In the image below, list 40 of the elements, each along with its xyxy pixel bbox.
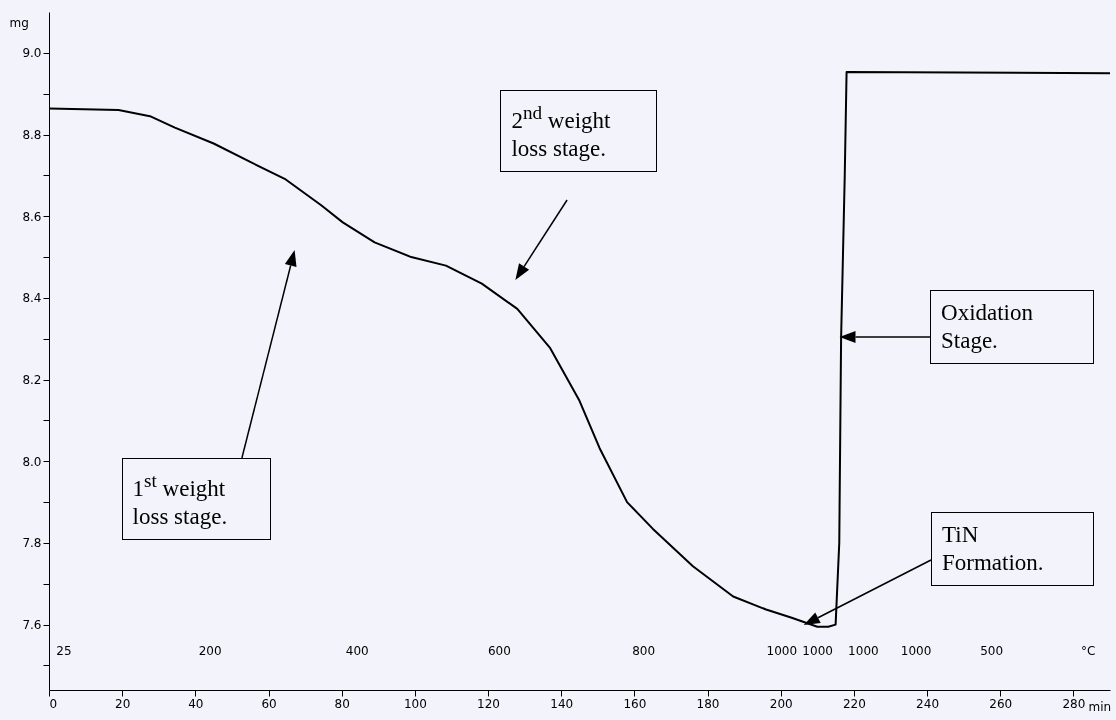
y-tick-label: 8.6	[22, 209, 42, 224]
annotation: 1000	[848, 644, 879, 658]
annotation: 400	[345, 644, 369, 658]
x-tick-label: 200	[769, 696, 793, 711]
x-tick-label: 240	[916, 696, 940, 711]
annotation: 200	[198, 644, 222, 658]
annotation: 1000	[766, 644, 798, 658]
y-axis-title: mg	[9, 15, 29, 30]
x-tick-label: 100	[403, 696, 427, 711]
y-tick-label: 8.2	[22, 373, 42, 388]
x-axis-title: min	[1088, 699, 1112, 714]
x-tick-label: 0	[49, 696, 58, 711]
x-tick-label: 140	[550, 696, 574, 711]
annotation: 800	[632, 644, 656, 658]
annotation: 500	[980, 644, 1004, 658]
x-tick-label: 220	[842, 696, 866, 711]
x-tick-label: 60	[261, 696, 277, 711]
y-tick-label: 8.8	[22, 128, 42, 143]
y-tick-label: 7.6	[22, 618, 42, 633]
y-tick-label: 8.4	[22, 291, 42, 306]
y-tick-label: 8.0	[22, 454, 42, 469]
x-tick-label: 40	[188, 696, 204, 711]
y-tick-label: 7.8	[22, 536, 42, 551]
annotation: 2$^{nd}$ weight loss stage.	[500, 90, 657, 172]
annotation: 1000	[900, 644, 932, 658]
y-tick-label: 9.0	[22, 46, 42, 61]
x-tick-label: 180	[696, 696, 720, 711]
annotation: 1000	[802, 644, 833, 658]
x-tick-label: 260	[989, 696, 1013, 711]
x-tick-label: 120	[477, 696, 500, 711]
annotation: TiN Formation.	[931, 512, 1095, 586]
annotation: Oxidation Stage.	[930, 290, 1095, 364]
annotation: °C	[1080, 644, 1096, 658]
x-tick-label: 160	[623, 696, 647, 711]
annotation: 600	[487, 644, 511, 658]
x-tick-label: 280	[1062, 696, 1086, 711]
annotation: 1$^{st}$ weight loss stage.	[121, 458, 271, 540]
x-tick-label: 80	[334, 696, 350, 711]
x-tick-label: 20	[115, 696, 131, 711]
annotation: 25	[56, 644, 72, 658]
